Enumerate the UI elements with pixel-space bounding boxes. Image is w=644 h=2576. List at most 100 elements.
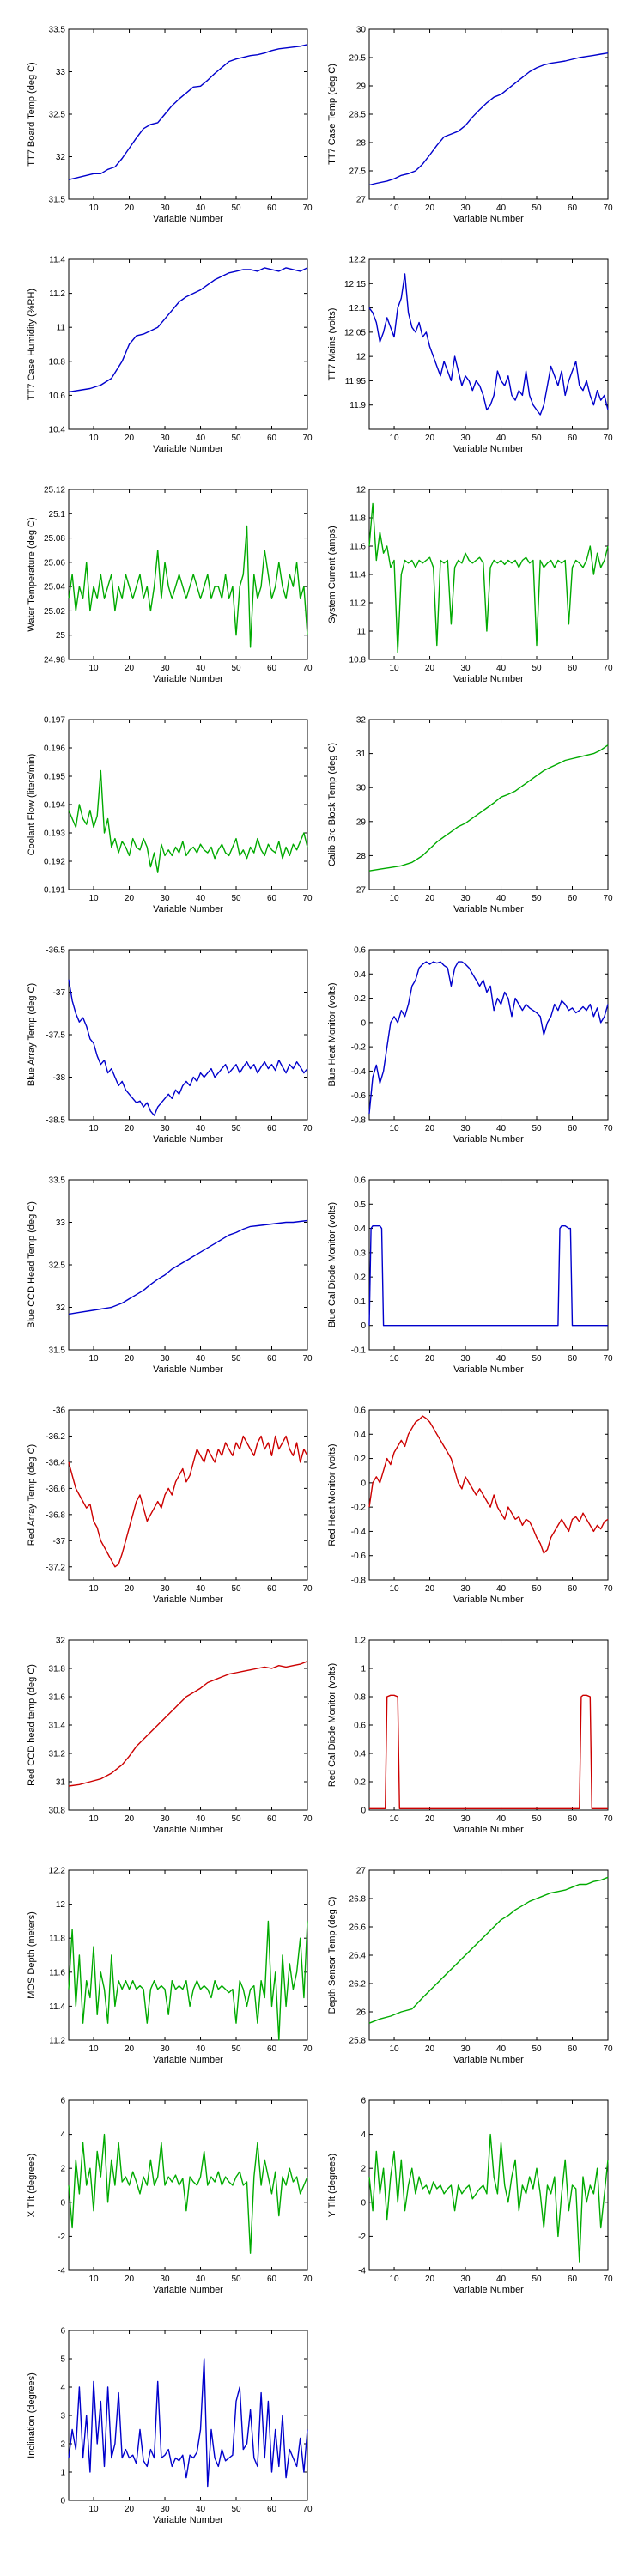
x-tick-label: 10	[389, 204, 399, 213]
chart-panel: 10 20 30 40 50 60 70 27 28 29 30 31 32 Variable Numbe…	[327, 716, 613, 915]
y-tick-label: 12.05	[344, 328, 366, 337]
x-tick-label: 70	[302, 434, 313, 443]
x-axis-label: Variable Number	[153, 1825, 223, 1835]
x-tick-label: 40	[496, 2275, 507, 2284]
y-axis-label: Blue Heat Monitor (volts)	[327, 982, 337, 1086]
series-line	[368, 744, 609, 872]
series-line	[368, 1224, 608, 1327]
x-tick-label: 40	[196, 434, 206, 443]
x-tick-label: 60	[568, 1814, 578, 1824]
plot-frame	[368, 1639, 609, 1811]
x-axis-label: Variable Number	[153, 2285, 223, 2295]
series-line	[68, 1435, 308, 1568]
y-tick-label: 0	[361, 1479, 366, 1488]
y-tick-label: 31.5	[49, 196, 66, 205]
y-tick-label: 12.1	[349, 304, 367, 313]
x-tick-label: 50	[231, 2275, 241, 2284]
x-tick-label: 50	[231, 204, 241, 213]
y-tick-label: 27	[356, 886, 367, 896]
y-tick-label: 26.2	[349, 1980, 367, 1990]
x-tick-label: 40	[496, 1124, 507, 1133]
x-axis-label: Variable Number	[453, 214, 524, 224]
plot-frame	[368, 1869, 609, 2041]
y-tick-label: 0.191	[44, 886, 65, 896]
plot-frame	[68, 258, 308, 430]
x-tick-label: 10	[88, 1584, 99, 1594]
x-tick-label: 30	[160, 1354, 170, 1364]
x-tick-label: 40	[196, 2044, 206, 2054]
x-tick-label: 60	[568, 894, 578, 903]
y-tick-label: 29	[356, 82, 367, 92]
x-tick-label: 10	[389, 1354, 399, 1364]
series-line	[68, 2358, 308, 2488]
x-tick-label: 10	[88, 1814, 99, 1824]
x-tick-label: 70	[603, 1354, 613, 1364]
x-tick-label: 50	[532, 2275, 542, 2284]
y-tick-label: 26.4	[349, 1952, 367, 1961]
y-tick-label: 32	[56, 1637, 66, 1646]
x-tick-label: 70	[302, 1124, 313, 1133]
y-tick-label: 11.9	[349, 401, 366, 410]
x-tick-label: 50	[532, 1124, 542, 1133]
y-tick-label: 11.2	[49, 289, 65, 299]
x-axis-label: Variable Number	[153, 1134, 223, 1145]
x-tick-label: 70	[302, 664, 313, 673]
x-tick-label: 70	[603, 894, 613, 903]
chart-panel: 10 20 30 40 50 60 70 -4 -2 0 2 4 6 Variable Number Y T…	[327, 2097, 613, 2296]
y-tick-label: -38	[53, 1073, 66, 1083]
y-tick-label: 11.8	[49, 1935, 65, 1944]
y-axis-label: Blue Cal Diode Monitor (volts)	[327, 1202, 337, 1327]
x-tick-label: 10	[88, 664, 99, 673]
y-axis-label: Calib Src Block Temp (deg C)	[327, 743, 337, 866]
y-tick-label: 32.5	[49, 111, 66, 120]
y-tick-label: 0.4	[354, 1224, 366, 1234]
chart-panel: 10 20 30 40 50 60 70 0 1 2 3 4 5 6 Variable Number Incl…	[27, 2327, 313, 2526]
series-line	[68, 44, 308, 180]
y-axis-label: Coolant Flow (liters/min)	[27, 754, 37, 856]
x-axis-label: Variable Number	[453, 1825, 524, 1835]
y-tick-label: 0	[60, 2198, 65, 2208]
x-tick-label: 20	[425, 1124, 435, 1133]
x-tick-label: 30	[160, 1584, 170, 1594]
y-tick-label: 30	[356, 26, 367, 35]
y-axis-label: X Tilt (degrees)	[27, 2154, 37, 2218]
y-tick-label: 10.4	[49, 426, 66, 435]
x-tick-label: 40	[496, 1354, 507, 1364]
x-axis-label: Variable Number	[453, 444, 524, 454]
x-tick-label: 10	[389, 1814, 399, 1824]
y-tick-label: 0.194	[44, 801, 65, 811]
y-tick-label: 33	[56, 68, 66, 77]
y-tick-label: 29	[356, 817, 367, 827]
x-tick-label: 60	[267, 894, 277, 903]
y-tick-label: 10.8	[49, 357, 66, 367]
x-tick-label: 70	[603, 664, 613, 673]
x-tick-label: 50	[231, 1584, 241, 1594]
x-tick-label: 70	[603, 434, 613, 443]
y-tick-label: 31	[356, 750, 367, 759]
x-tick-label: 30	[160, 664, 170, 673]
y-tick-label: 0.4	[354, 970, 366, 980]
x-tick-label: 50	[532, 894, 542, 903]
x-tick-label: 10	[389, 2044, 399, 2054]
x-tick-label: 10	[389, 1584, 399, 1594]
x-tick-label: 30	[160, 1124, 170, 1133]
y-tick-label: -36.2	[46, 1432, 65, 1442]
y-tick-label: -36.8	[46, 1510, 65, 1520]
y-tick-label: 11.4	[49, 256, 65, 265]
y-tick-label: 0	[60, 2497, 65, 2506]
series-line	[368, 961, 609, 1114]
y-tick-label: -38.5	[46, 1116, 65, 1126]
plot-frame	[68, 1639, 308, 1811]
x-tick-label: 70	[302, 2044, 313, 2054]
y-axis-label: TT7 Case Temp (deg C)	[327, 64, 337, 165]
x-tick-label: 70	[302, 2275, 313, 2284]
y-tick-label: 0	[361, 2198, 366, 2208]
y-tick-label: 24.98	[44, 656, 65, 665]
chart-panel: 10 20 30 40 50 60 70 10.8 11 11.2 11.4 11.6 11.8 12 Va…	[327, 486, 613, 685]
series-line	[368, 1876, 609, 2024]
y-tick-label: -36	[53, 1406, 66, 1416]
y-tick-label: 29.5	[349, 54, 367, 64]
x-axis-label: Variable Number	[453, 2055, 524, 2065]
y-tick-label: -0.6	[351, 1091, 367, 1101]
y-tick-label: 12.2	[349, 256, 367, 265]
